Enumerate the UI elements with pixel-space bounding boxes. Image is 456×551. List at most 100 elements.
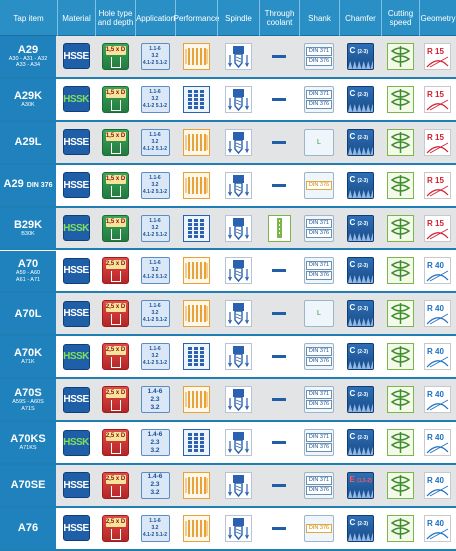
- chamfer-threads: (2-3): [357, 349, 369, 356]
- application-line: 3.2: [151, 353, 159, 360]
- chamfer-threads: (2-3): [357, 520, 369, 527]
- tap-item-code: A70: [17, 258, 39, 271]
- geometry-badge: R 15: [424, 171, 451, 199]
- hole-depth-label: 2,5 x D: [105, 474, 126, 484]
- spindle-icon: [224, 429, 252, 457]
- material-cell: HSSK: [57, 79, 95, 120]
- tap-item-cell[interactable]: B29K B30K: [0, 207, 56, 249]
- tap-item-code: A70S: [14, 387, 42, 400]
- hole-type-cell: 1,5 x D: [95, 122, 135, 163]
- application-line: 3.2: [151, 224, 159, 231]
- application-cell: 1.4-6 2.3 3.2: [135, 379, 175, 420]
- chamfer-badge: C (2-3): [346, 171, 374, 199]
- cutting-speed-icon: [386, 214, 414, 242]
- application-line: 4.1-2 5.1-2: [142, 188, 168, 195]
- shank-badge: L: [304, 300, 334, 328]
- header-chamfer: Chamfer: [339, 0, 381, 36]
- chamfer-form: C (2-3): [350, 260, 369, 269]
- material-cell: HSSE: [57, 36, 95, 77]
- blind-hole-icon: [110, 400, 121, 412]
- shank-standard: DIN 376: [305, 443, 333, 453]
- application-badge: 1.1-6 3.2 4.1-2 5.1-2: [140, 514, 170, 542]
- application-line: 3.2: [151, 138, 159, 145]
- material-badge: HSSK: [62, 215, 90, 242]
- header-performance: Performance: [174, 0, 219, 36]
- hole-depth-label: 1,5 x D: [105, 88, 126, 98]
- geometry-cell: R 40: [419, 422, 456, 463]
- performance-cell: [175, 251, 217, 292]
- hole-type-cell: 2,5 x D: [95, 508, 135, 549]
- shank-badge: DIN 371 DIN 376: [304, 42, 334, 70]
- table-row: A70 A59 - A60 A61 - A71 HSSE 2,5 x D 1.1-6 3.2…: [0, 250, 456, 294]
- blind-hole-icon: [110, 314, 121, 326]
- tap-item-cell[interactable]: A29L: [0, 121, 56, 163]
- shank-standard: L: [317, 138, 321, 146]
- tap-item-cell[interactable]: A70K A71K: [0, 336, 56, 378]
- geometry-cell: R 15: [419, 36, 456, 77]
- header-spindle: Spindle: [217, 0, 259, 36]
- hole-type-cell: 1,5 x D: [95, 165, 135, 206]
- application-line: 4.1-2 5.1-2: [142, 231, 168, 238]
- hole-depth-badge: 1,5 x D: [101, 85, 129, 113]
- geometry-cell: R 15: [419, 165, 456, 206]
- tap-item-cell[interactable]: A70 A59 - A60 A61 - A71: [0, 250, 56, 292]
- tap-item-cell[interactable]: A70S A59S - A60S A71S: [0, 379, 56, 421]
- header-hole-type-and-depth: Hole type and depth: [95, 0, 135, 36]
- shank-standard: L: [317, 310, 321, 318]
- chamfer-teeth-icon: [347, 404, 373, 413]
- material-cell: HSSE: [57, 251, 95, 292]
- blind-hole-icon: [110, 271, 121, 283]
- chamfer-form: C (2-3): [350, 389, 369, 398]
- cutting-speed-icon: [386, 171, 414, 199]
- chamfer-form: C (2-3): [350, 132, 369, 141]
- tap-item-cell[interactable]: A70KS A71KS: [0, 422, 56, 463]
- application-cell: 1.1-6 3.2 4.1-2 5.1-2: [135, 79, 175, 120]
- chamfer-threads: (2-3): [357, 134, 369, 141]
- geometry-rake-angle: R 15: [427, 175, 444, 185]
- cutting-speed-icon: [386, 343, 414, 371]
- through-coolant-cell: [259, 251, 299, 292]
- application-line: 3.2: [151, 310, 159, 317]
- application-line: 3.2: [150, 446, 160, 454]
- material-cell: HSSE: [57, 165, 95, 206]
- not-available-dash: [272, 97, 286, 101]
- chamfer-cell: C (2-3): [339, 208, 381, 249]
- tap-item-cell[interactable]: A70SE: [0, 465, 56, 506]
- application-badge: 1.1-6 3.2 4.1-2 5.1-2: [140, 257, 170, 285]
- cutting-speed-cell: [381, 422, 419, 463]
- cutting-speed-cell: [381, 508, 419, 549]
- tap-item-variants: A30K: [21, 102, 35, 109]
- application-line: 1.4-6: [147, 473, 163, 481]
- chamfer-threads: (2-3): [357, 435, 369, 442]
- through-coolant-cell: [259, 336, 299, 377]
- performance-cell: [175, 165, 217, 206]
- hole-depth-label: 2,5 x D: [105, 517, 126, 527]
- tap-item-name: A70KS: [10, 433, 45, 445]
- material-badge: HSSK: [62, 343, 90, 370]
- tap-item-name: B29K: [14, 219, 42, 231]
- tap-item-cell[interactable]: A29 DIN 376: [0, 164, 56, 206]
- cutting-speed-icon: [386, 429, 414, 457]
- application-line: 1.1-6: [149, 517, 161, 524]
- performance-cell: [175, 36, 217, 77]
- application-line: 4.1-2 5.1-2: [142, 145, 168, 152]
- tap-item-variants: A30 - A31 - A32: [8, 55, 48, 62]
- shank-standard: DIN 376: [305, 400, 333, 410]
- hole-type-cell: 2,5 x D: [95, 379, 135, 420]
- shank-standard: DIN 376: [305, 99, 333, 109]
- tap-item-cell[interactable]: A76: [0, 507, 56, 549]
- material-badge: HSSE: [62, 300, 90, 327]
- through-coolant-icon: [267, 214, 291, 242]
- material-badge: HSSE: [62, 43, 90, 70]
- spindle-icon: [224, 514, 252, 542]
- not-available-dash: [272, 183, 286, 187]
- tap-item-cell[interactable]: A29 A30 - A31 - A32 A33 - A34: [0, 36, 56, 77]
- tap-item-cell[interactable]: A70L: [0, 293, 56, 335]
- chamfer-letter: C: [349, 88, 356, 98]
- chamfer-cell: C (2-3): [339, 251, 381, 292]
- tap-item-cell[interactable]: A29K A30K: [0, 78, 56, 120]
- tap-item-variants: A33 - A34: [15, 62, 41, 69]
- not-available-dash: [272, 312, 286, 316]
- geometry-icon: [424, 514, 451, 542]
- header-cutting-speed: Cutting speed: [381, 0, 419, 36]
